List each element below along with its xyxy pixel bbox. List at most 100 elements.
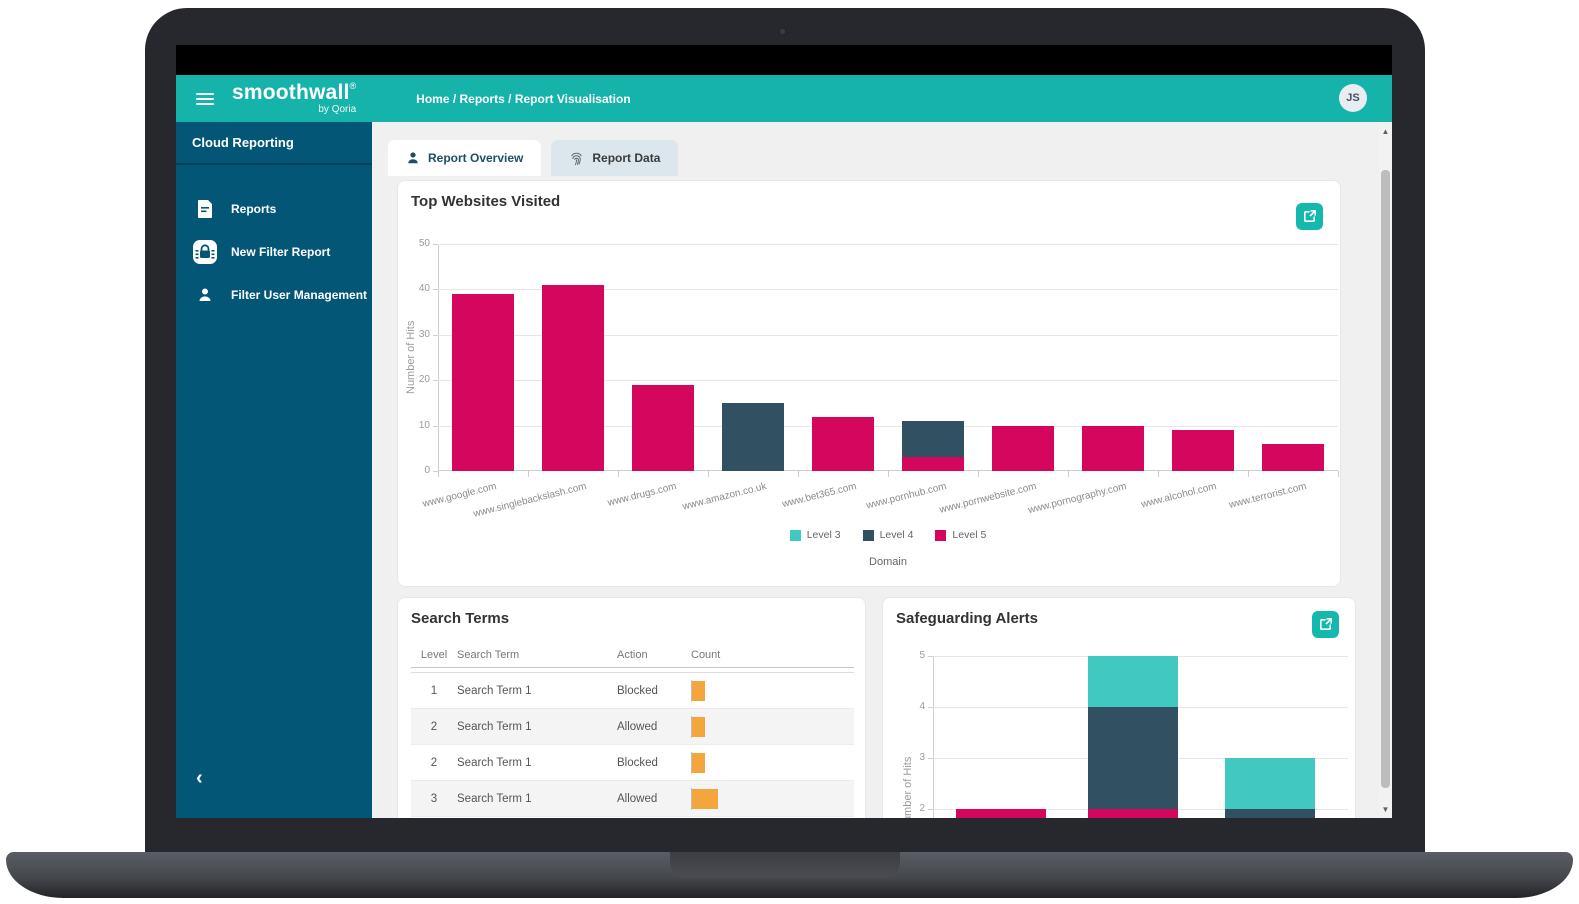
tab-report-overview[interactable]: Report Overview [388,140,542,176]
sidebar-item-reports[interactable]: Reports [176,187,372,230]
x-tick-mark [1068,471,1069,477]
cell-level: 2 [430,756,438,769]
tab-label: Report Data [592,151,661,165]
x-tick-mark [888,471,889,477]
x-tick-mark [978,471,979,477]
legend-item[interactable]: Level 4 [862,529,913,541]
legend-item[interactable]: Level 3 [789,529,841,541]
cell-count [691,679,854,702]
table-header-row: Level Search Term Action Count [411,642,854,668]
breadcrumb[interactable]: Home / Reports / Report Visualisation [416,91,631,106]
top-websites-card: Top Websites Visited Number of Hits 0 10 2… [397,180,1341,587]
legend-label: Level 5 [952,529,987,541]
bar-level-4 [902,421,964,458]
legend-swatch [862,529,874,541]
y-tick-label: 30 [418,328,430,340]
y-tick-mark [433,244,438,245]
bar-level-4 [722,402,784,471]
sidebar-item-new-filter-report[interactable]: New Filter Report [176,230,372,273]
cell-count [691,751,854,774]
cell-action: Blocked [617,684,658,697]
count-bar [692,680,705,701]
x-axis-label: www.bet365.com [781,481,858,511]
x-axis-label: www.google.com [421,481,498,510]
top-websites-plot: 0 10 20 30 40 50 www.google.com www.singlebacks… [419,238,1339,520]
export-button[interactable] [1312,611,1339,638]
export-button[interactable] [1296,203,1323,230]
x-tick-mark [1338,471,1339,477]
tab-report-data[interactable]: Report Data [551,140,679,176]
column-header: Action [617,648,648,661]
x-axis-title: Domain [869,556,907,568]
x-axis-label: www.pornhub.com [865,481,948,512]
legend-swatch [789,529,801,541]
bar-level-5 [1082,425,1144,471]
count-bar [692,716,705,737]
x-axis-label: www.alcohol.com [1140,481,1218,511]
bar-level-3 [1225,758,1315,809]
cell-search-term: Search Term 1 [457,792,532,805]
gridline [438,244,1338,245]
x-tick-mark [798,471,799,477]
cell-action: Allowed [617,720,658,733]
sidebar-collapse-chevron[interactable]: ‹ [196,767,203,789]
gridline [438,334,1338,336]
column-header: Search Term [457,648,520,661]
y-tick-mark [433,425,438,427]
scrollbar-thumb[interactable] [1381,170,1390,788]
main-content: Report Overview Report Data Top Websites… [372,122,1392,818]
logo-subtext: by Qoria [318,104,357,115]
scroll-up-arrow-icon[interactable]: ▲ [1381,126,1390,136]
y-axis-title: Number of Hits [405,320,417,395]
x-tick-mark [1158,471,1159,477]
y-tick-mark [433,289,438,291]
camera-dot [778,27,787,36]
x-tick-mark [528,471,529,477]
bar-level-5 [956,809,1046,818]
bar-level-5 [632,384,694,471]
hamburger-menu-icon[interactable] [196,90,214,108]
y-tick-mark [928,758,933,759]
x-axis-label: www.pornography.com [1027,481,1128,517]
laptop-screen: smoothwall® by Qoria Home / Reports / Re… [176,45,1392,818]
bar-level-5 [1088,809,1178,818]
person-icon [406,151,420,165]
bar-level-5 [992,425,1054,471]
sidebar-item-filter-user-management[interactable]: Filter User Management [176,273,372,316]
cell-level: 1 [430,684,438,697]
x-tick-mark [618,471,619,477]
y-tick-label: 50 [418,238,430,249]
sidebar-title: Cloud Reporting [176,122,372,165]
column-header: Level [420,648,448,661]
y-axis-title: Number of Hits [902,756,914,818]
count-bar [692,752,705,773]
legend-item[interactable]: Level 5 [935,529,986,541]
sidebar-item-label: Reports [231,201,277,216]
bar-level-5 [1262,443,1324,471]
y-axis-line [438,244,439,471]
cell-count [691,787,854,810]
cell-level: 3 [430,792,438,805]
x-axis-line [438,470,1338,471]
document-icon [192,199,218,218]
y-tick-mark [928,707,933,708]
bar-level-4 [1225,809,1315,818]
user-avatar[interactable]: JS [1339,84,1367,112]
bar-level-5 [812,416,874,471]
fingerprint-icon [569,151,584,166]
table-row: 2 Search Term 1 Allowed [411,709,854,745]
sidebar-item-label: Filter User Management [231,287,368,302]
cell-search-term: Search Term 1 [457,684,532,697]
bar-level-5 [542,284,604,471]
cell-search-term: Search Term 1 [457,756,532,769]
x-tick-mark [708,471,709,477]
x-axis-label: www.amazon.co.uk [681,481,768,513]
card-title: Top Websites Visited [411,193,561,210]
page-scrollbar[interactable]: ▲ ▼ [1379,122,1392,818]
scroll-down-arrow-icon[interactable]: ▼ [1381,804,1390,814]
table-header-gap [411,668,854,673]
y-tick-label: 5 [919,650,925,661]
bar-level-3 [1088,656,1178,707]
tab-label: Report Overview [428,151,524,165]
